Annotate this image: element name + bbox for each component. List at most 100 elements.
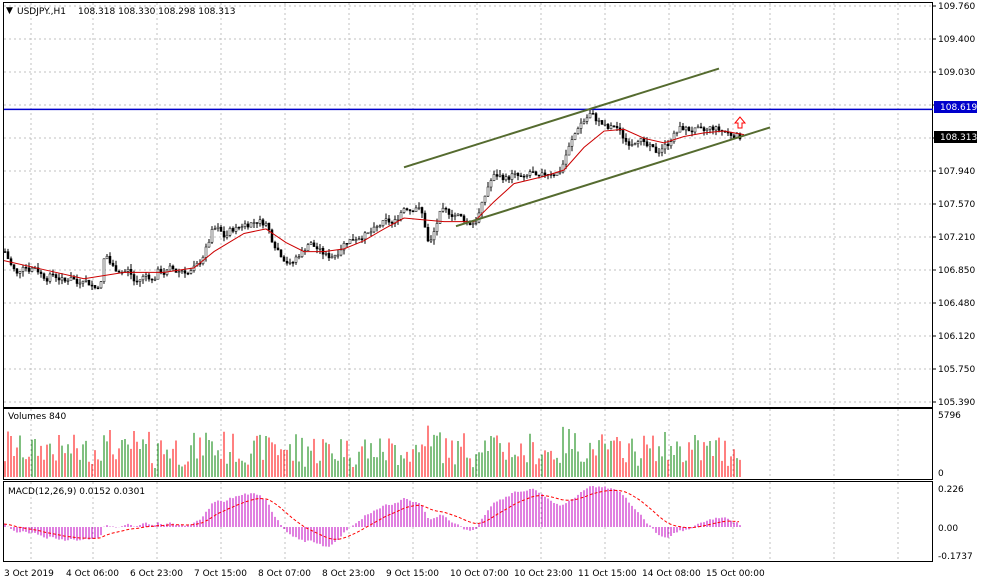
candle-body [114,265,118,272]
x-tick-label: 7 Oct 15:00 [194,569,247,579]
candle-body [717,126,721,131]
x-tick-label: 10 Oct 07:00 [450,569,509,579]
candle-body [693,127,697,133]
candle-body [69,277,73,281]
candle-body [291,262,295,264]
dropdown-triangle-icon[interactable]: ▼ [6,6,13,16]
candle-body [447,208,451,215]
candle-body [372,226,376,233]
macd-histogram [4,486,741,547]
candle-body [606,123,610,129]
candle-body [654,146,658,153]
candle-body [126,269,130,272]
candle-body [222,231,226,238]
candle-body [420,207,424,214]
candle-body [267,222,271,231]
candle-body [387,218,391,223]
candle-body [516,172,520,176]
candle-body [429,239,433,242]
candle-body [318,248,322,250]
candle-body [378,225,382,228]
candle-body [534,171,538,176]
candle-body [612,125,616,127]
candle-body [381,220,385,227]
candle-body [348,239,352,244]
y-tick-label: 109.760 [938,2,975,12]
candle-body [396,219,400,221]
candle-body [246,223,250,228]
candle-body [162,272,166,275]
x-tick-label: 4 Oct 06:00 [66,569,119,579]
candle-body [39,271,43,274]
channel-upper-line[interactable] [403,67,720,169]
candle-body [306,244,310,251]
volumes-label: Volumes 840 [8,412,66,422]
candle-body [684,126,688,131]
candle-body [324,253,328,255]
candle-body [93,285,97,289]
candle-body [48,273,52,282]
x-axis-ticks: 3 Oct 2019 4 Oct 06:00 6 Oct 23:00 7 Oct 15… [4,569,765,579]
candle-body [150,278,154,281]
macd-tick-zero: 0.00 [938,524,958,534]
channel-lower-line[interactable] [455,126,771,228]
candle-body [696,126,700,129]
candle-body [519,175,523,177]
candle-body [327,253,331,259]
y-axis-ticks: 109.760109.400109.030108.660108.300107.9… [932,2,975,408]
candle-body [564,154,568,165]
candle-body [573,133,577,140]
candle-body [510,173,514,180]
candle-body [237,226,241,229]
macd-tick-max: 0.226 [938,485,964,495]
candle-body [609,125,613,129]
y-tick-label: 109.400 [938,35,975,45]
candle-body [456,213,460,216]
candle-body [261,219,265,226]
candle-body [492,174,496,181]
candle-body [255,222,259,224]
candle-body [60,277,64,281]
candle-body [228,228,232,236]
candle-body [486,186,490,197]
candle-body [540,172,544,177]
candle-body [525,175,529,177]
candle-body [294,256,298,263]
candle-body [528,171,532,176]
volume-grid [30,409,899,479]
candle-body [672,132,676,142]
candle-body [537,174,541,177]
candle-body [594,113,598,122]
candle-body [507,176,511,180]
candle-body [333,254,337,258]
candle-body [630,144,634,146]
candle-body [78,282,82,285]
header: ▼ USDJPY.,H1 108.318 108.330 108.298 108… [6,6,235,17]
candle-body [729,132,733,136]
y-tick-label: 107.210 [938,233,975,243]
candle-body [264,222,268,226]
candle-body [54,274,58,279]
candle-body [309,242,313,245]
candle-body [351,239,355,241]
candle-body [300,250,304,257]
moving-average-line [3,128,745,280]
candle-body [597,120,601,122]
candle-body [489,180,493,188]
candle-body [243,223,247,227]
candle-body [576,128,580,134]
price-panel[interactable] [3,2,933,408]
ohlc-values: 108.318 108.330 108.298 108.313 [78,7,235,17]
candle-body [603,123,607,126]
candle-body [588,113,592,119]
candle-body [582,121,586,124]
x-tick-label: 8 Oct 07:00 [258,569,311,579]
x-tick-label: 14 Oct 08:00 [642,569,701,579]
candle-body [375,226,379,228]
candle-body [675,131,679,134]
candle-body [666,143,670,147]
candle-body [699,126,703,129]
candle-body [30,267,34,272]
candle-body [183,270,187,274]
candle-body [459,213,463,217]
